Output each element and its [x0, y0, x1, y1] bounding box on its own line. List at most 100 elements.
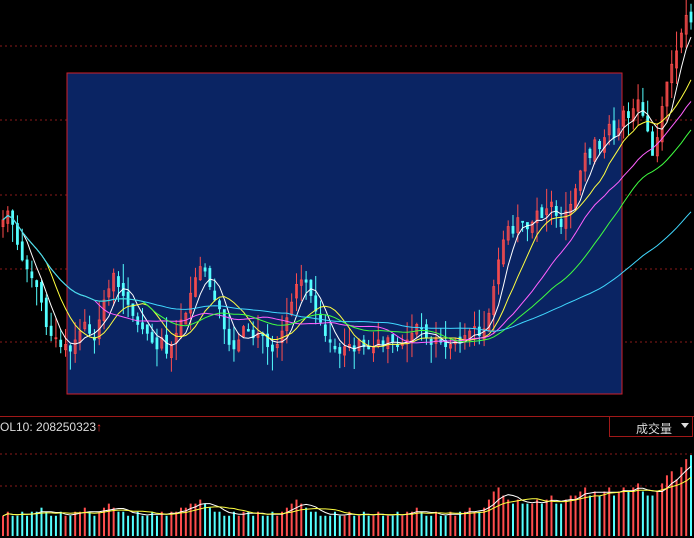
candle — [501, 230, 505, 268]
candle — [150, 323, 154, 344]
candle — [73, 322, 77, 363]
volume-chart[interactable] — [0, 439, 694, 538]
volume-bar — [300, 503, 303, 536]
candle — [6, 206, 10, 233]
volume-bar — [271, 511, 274, 536]
candle — [232, 326, 236, 362]
candle — [40, 280, 43, 312]
volume-bar — [74, 511, 77, 536]
volume-bar — [473, 511, 476, 536]
volume-bar — [112, 507, 115, 536]
candle — [689, 3, 693, 30]
candle — [64, 328, 67, 357]
volume-bar — [103, 507, 106, 536]
candle — [174, 320, 178, 361]
chevron-down-icon — [681, 423, 689, 428]
volume-bar — [261, 515, 264, 536]
volume-bar — [622, 487, 625, 536]
volume-bar — [637, 483, 640, 536]
candle — [295, 273, 298, 312]
volume-bar — [617, 491, 620, 536]
volume-header: OL10: 208250323↑ — [0, 417, 694, 439]
indicator-dropdown[interactable]: 成交量 — [609, 417, 693, 437]
volume-bar — [256, 511, 259, 536]
candle — [30, 260, 34, 288]
volume-bar — [348, 511, 351, 536]
candle — [203, 263, 207, 277]
candle — [59, 329, 63, 354]
volume-bar — [593, 491, 596, 536]
candle — [271, 335, 274, 371]
volume-bar — [276, 515, 279, 536]
volume-bar — [550, 495, 553, 536]
volume-bar — [324, 515, 327, 536]
candle — [165, 317, 168, 359]
volume-bar — [64, 515, 67, 536]
volume-bar — [208, 507, 211, 536]
candle — [607, 115, 611, 146]
candle — [646, 100, 650, 133]
volume-bar — [536, 499, 539, 536]
candle — [400, 334, 404, 350]
volume-bar — [6, 511, 9, 536]
volume-bar — [690, 455, 692, 536]
volume-bar — [59, 511, 62, 536]
indicator-dropdown-value: 成交量 — [636, 422, 673, 436]
volume-bar — [107, 503, 110, 536]
volume-bar — [338, 515, 341, 536]
candle — [309, 279, 313, 303]
candle — [588, 147, 592, 165]
volume-bar — [204, 503, 207, 536]
candle — [304, 271, 308, 300]
volume-bar — [430, 515, 433, 536]
candle — [198, 256, 202, 281]
volume-bars — [2, 455, 692, 536]
candle — [381, 336, 385, 353]
volume-bar — [358, 515, 361, 536]
candle — [25, 255, 29, 283]
candle — [328, 320, 332, 353]
candle — [194, 267, 197, 298]
volume-bar — [290, 503, 293, 536]
volume-bar — [680, 467, 683, 536]
volume-ma-lines — [2, 466, 692, 517]
volume-bar — [598, 495, 601, 536]
volume-bar — [11, 515, 14, 536]
volume-bar — [685, 459, 688, 536]
price-chart[interactable] — [0, 0, 694, 416]
candle — [299, 264, 303, 302]
volume-bar — [117, 511, 120, 536]
candle — [68, 344, 72, 370]
volume-bar — [170, 511, 173, 536]
candle — [651, 126, 654, 156]
volume-bar — [16, 515, 19, 536]
candle — [131, 303, 135, 322]
volume-bar — [98, 511, 101, 536]
volume-bar — [406, 511, 409, 536]
volume-bar — [613, 495, 616, 536]
volume-bar — [122, 511, 125, 536]
volume-bar — [463, 511, 466, 536]
volume-bar — [305, 507, 308, 536]
candle — [54, 318, 58, 348]
volume-bar — [526, 503, 529, 536]
volume-bar — [213, 511, 216, 536]
candle — [88, 315, 92, 336]
volume-bar — [521, 503, 524, 536]
candle — [492, 279, 496, 335]
volume-bar — [175, 511, 178, 536]
volume-bar — [136, 511, 139, 536]
volume-bar — [319, 515, 322, 536]
volume-bar — [608, 487, 611, 536]
volume-bar — [93, 515, 96, 536]
volume-bar — [579, 491, 582, 536]
volume-bar — [468, 507, 471, 536]
volume-ma-label: OL10: 208250323↑ — [0, 420, 103, 434]
volume-bar — [252, 515, 255, 536]
candle — [126, 277, 130, 318]
candle — [169, 341, 173, 372]
volume-bar — [131, 515, 134, 536]
candle — [622, 105, 626, 139]
candle — [511, 214, 515, 238]
volume-bar — [483, 507, 486, 536]
